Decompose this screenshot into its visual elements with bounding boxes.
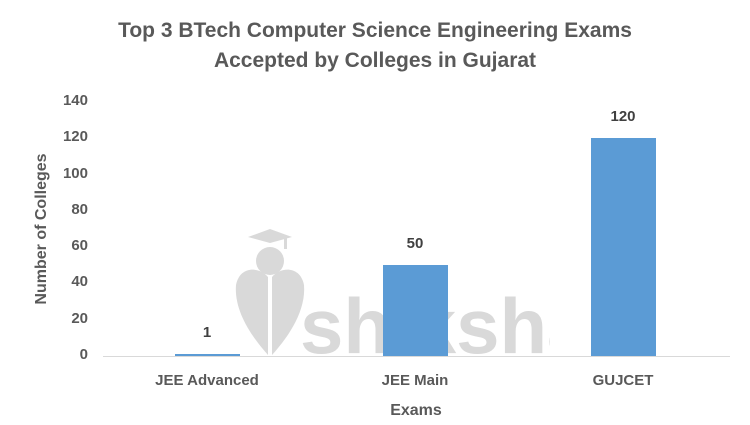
y-tick-label: 140	[62, 92, 88, 109]
y-tick-label: 0	[79, 346, 88, 363]
data-label: 50	[406, 235, 424, 253]
y-tick-label: 120	[62, 128, 88, 146]
chart-title-line-2: Accepted by Colleges in Gujarat	[213, 49, 537, 72]
y-tick-label: 40	[71, 273, 88, 291]
y-tick-label: 60	[71, 237, 88, 255]
x-category-label: GUJCET	[592, 372, 654, 389]
y-tick-label: 20	[71, 309, 88, 327]
bar-jee-advanced	[174, 354, 240, 356]
chart-title-line-1: Top 3 BTech Computer Science Engineering…	[118, 19, 632, 42]
x-axis-label: Exams	[390, 402, 442, 419]
chart-title: Top 3 BTech Computer Science Engineering…	[0, 16, 750, 76]
x-axis-line	[103, 356, 730, 357]
bar-jee-main	[382, 265, 448, 356]
y-tick-label: 80	[71, 200, 88, 218]
x-category-label: JEE Main	[381, 372, 449, 389]
y-tick-label: 100	[62, 164, 88, 182]
bar-gujcet	[590, 138, 656, 356]
data-label: 1	[202, 324, 212, 342]
x-category-label: JEE Advanced	[155, 372, 259, 389]
data-label: 120	[610, 108, 636, 126]
